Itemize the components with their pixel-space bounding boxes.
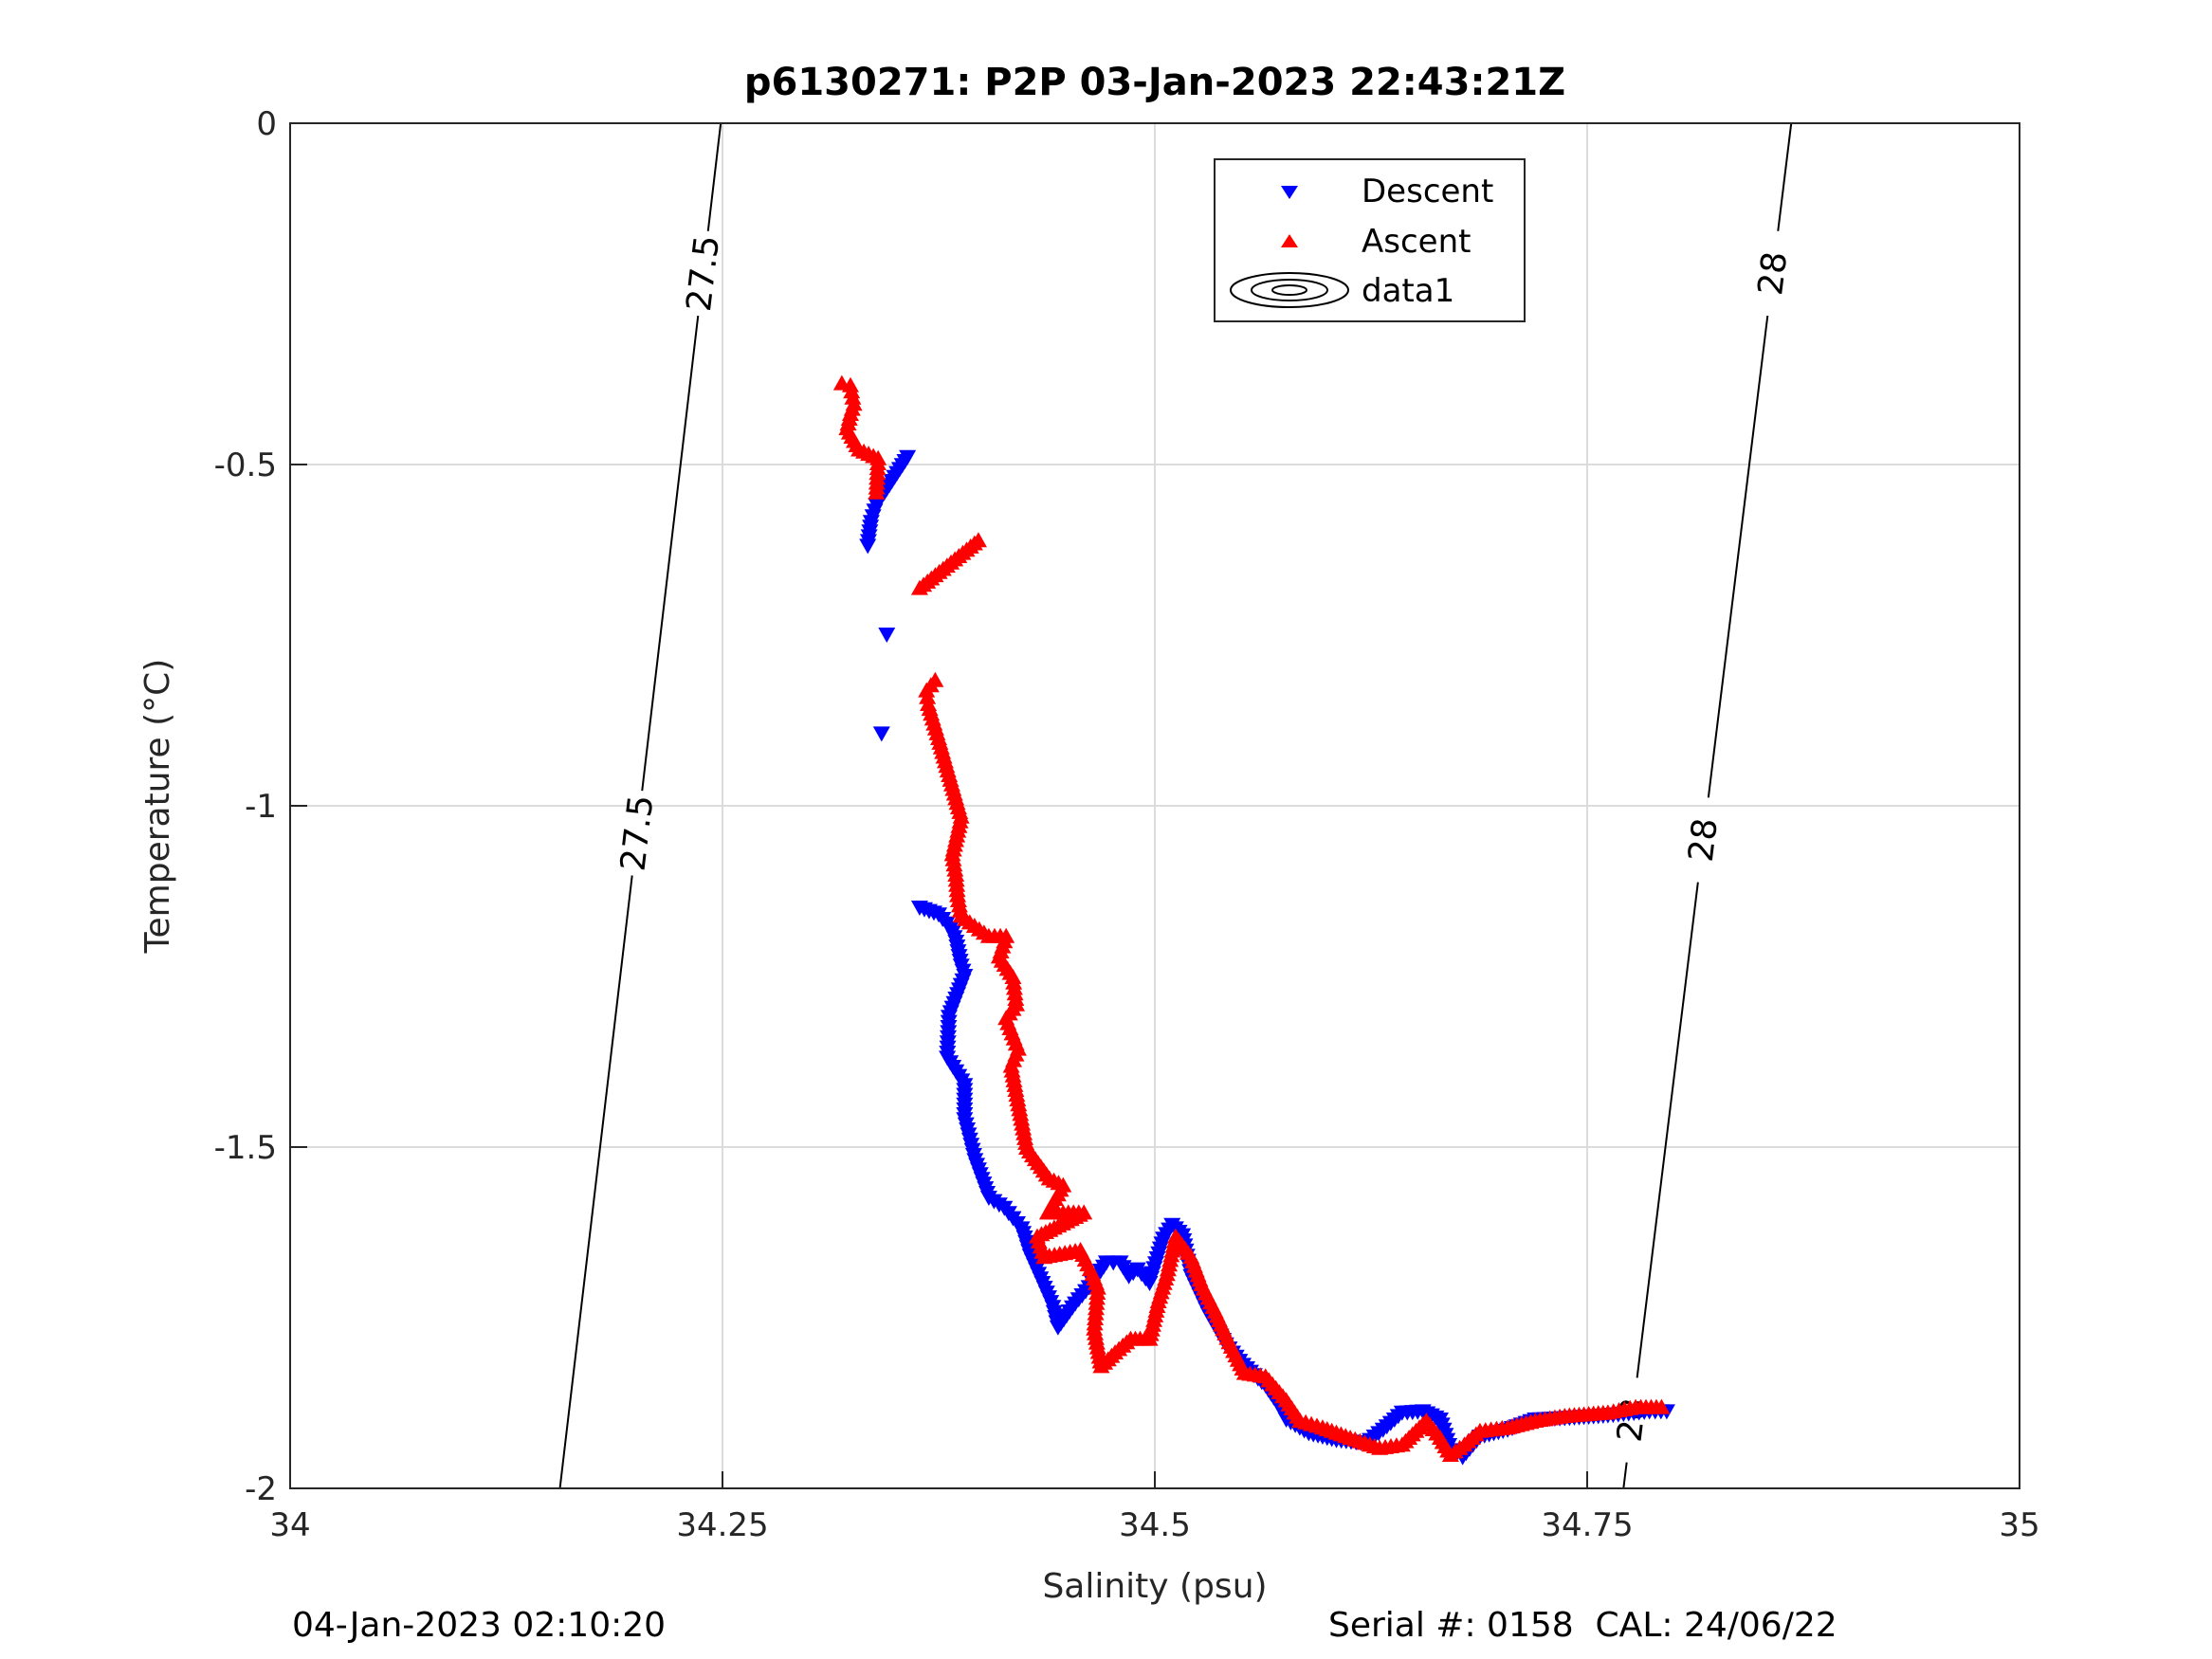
isopycnal-line-28 xyxy=(1636,882,1699,1378)
y-tick-label: -2 xyxy=(245,1470,277,1508)
isopycnal-label: 28 xyxy=(1682,816,1726,864)
legend-contour-icon xyxy=(1230,272,1349,308)
ascent-point xyxy=(1653,1398,1671,1414)
ascent-point xyxy=(844,389,862,405)
ascent-point xyxy=(843,383,861,399)
ascent-point xyxy=(868,483,886,500)
isopycnal-line-27.5 xyxy=(558,875,633,1489)
legend: Descent Ascent data1 xyxy=(1214,158,1526,322)
footer-serial-cal: Serial #: 0158 CAL: 24/06/22 xyxy=(1328,1606,1837,1645)
descent-point xyxy=(878,628,896,643)
x-tick-label: 34 xyxy=(269,1506,310,1544)
x-tick-label: 34.25 xyxy=(676,1506,768,1544)
y-tick-label: -1 xyxy=(245,788,277,826)
ticks: 34 34.25 34.5 34.75 35 0 -0.5 -1 -1.5 -2 xyxy=(214,105,2040,1544)
isopycnal-label: 28 xyxy=(1751,249,1795,297)
x-tick-label: 35 xyxy=(1999,1506,2039,1544)
legend-box xyxy=(1214,158,1526,322)
y-tick-label: 0 xyxy=(256,105,277,143)
isopycnal-line-27.5 xyxy=(706,122,722,231)
ascent-point xyxy=(910,579,928,595)
isopycnal-line-27.5 xyxy=(641,315,700,792)
isopycnal-line-28 xyxy=(1622,1462,1628,1489)
chart-title: p6130271: P2P 03-Jan-2023 22:43:21Z xyxy=(744,61,1565,104)
data-points xyxy=(832,374,1675,1466)
y-tick-label: -0.5 xyxy=(214,447,277,484)
ascent-point xyxy=(919,688,937,704)
descent-point xyxy=(872,726,890,742)
legend-descent-label: Descent xyxy=(1362,173,1493,210)
x-axis-label: Salinity (psu) xyxy=(1042,1567,1267,1606)
x-tick-label: 34.75 xyxy=(1541,1506,1633,1544)
isopycnal-label: 27.5 xyxy=(613,793,661,873)
legend-descent-marker xyxy=(1281,186,1298,199)
footer-timestamp: 04-Jan-2023 02:10:20 xyxy=(292,1606,666,1645)
legend-ascent-label: Ascent xyxy=(1362,223,1471,261)
descent-point xyxy=(859,538,877,555)
y-tick-label: -1.5 xyxy=(214,1129,277,1167)
x-tick-label: 34.5 xyxy=(1119,1506,1191,1544)
isopycnal-line-28 xyxy=(1707,315,1769,798)
legend-ascent-marker xyxy=(1281,234,1298,247)
isopycnal-line-28 xyxy=(1777,122,1793,231)
legend-data1-label: data1 xyxy=(1362,272,1454,310)
ascent-point xyxy=(841,376,859,392)
ascent-point xyxy=(918,682,936,698)
isopycnal-label: 27.5 xyxy=(680,233,727,313)
y-axis-label: Temperature (°C) xyxy=(138,659,177,955)
